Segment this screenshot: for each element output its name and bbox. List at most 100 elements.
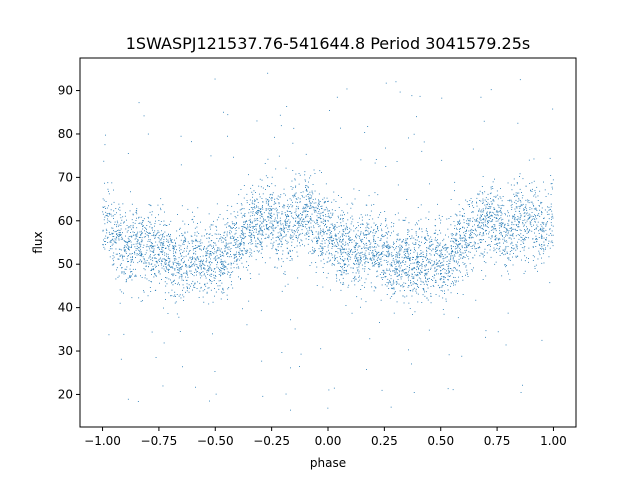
data-point — [388, 255, 390, 257]
data-point — [131, 244, 133, 246]
data-point — [118, 229, 120, 231]
data-point — [292, 235, 294, 237]
data-point — [445, 300, 447, 302]
data-point — [487, 216, 489, 218]
data-point — [543, 222, 545, 224]
data-point — [511, 242, 513, 244]
data-point — [148, 246, 150, 248]
data-point — [175, 296, 176, 297]
data-point — [175, 251, 176, 253]
data-point — [217, 248, 219, 250]
data-point — [462, 226, 463, 228]
data-point — [284, 223, 286, 225]
data-point — [306, 185, 308, 187]
data-point — [270, 215, 272, 216]
data-point — [326, 277, 328, 279]
data-point — [393, 247, 394, 249]
data-point — [220, 272, 222, 274]
data-point — [227, 135, 228, 137]
data-point — [342, 243, 343, 245]
data-point — [125, 281, 127, 283]
data-point — [393, 243, 394, 245]
data-point — [315, 211, 317, 213]
data-point — [140, 222, 142, 224]
data-point — [121, 254, 123, 256]
data-point — [474, 243, 476, 245]
data-point — [408, 247, 410, 249]
data-point — [276, 212, 278, 214]
data-point — [388, 246, 390, 248]
data-point — [355, 272, 357, 274]
data-point — [443, 268, 445, 269]
data-point — [210, 282, 212, 284]
data-point — [227, 252, 229, 254]
data-point — [482, 279, 484, 280]
data-point — [280, 246, 282, 248]
data-point — [477, 224, 479, 226]
data-point — [161, 259, 163, 261]
data-point — [216, 219, 218, 221]
data-point — [230, 262, 232, 264]
data-point — [345, 233, 346, 235]
data-point — [254, 218, 256, 220]
data-point — [457, 280, 459, 282]
data-point — [478, 210, 480, 212]
data-point — [344, 263, 346, 265]
data-point — [465, 251, 466, 253]
data-point — [423, 281, 424, 283]
data-point — [200, 245, 202, 247]
data-point — [316, 238, 318, 239]
data-point — [429, 241, 431, 243]
data-point — [180, 239, 182, 241]
data-point — [397, 184, 399, 186]
data-point — [491, 202, 493, 204]
data-point — [346, 88, 348, 90]
data-point — [392, 281, 394, 283]
data-point — [328, 249, 329, 251]
data-point — [345, 252, 347, 254]
data-point — [149, 245, 151, 246]
data-point — [230, 248, 232, 249]
data-point — [405, 261, 407, 263]
data-point — [234, 256, 235, 258]
data-point — [169, 250, 171, 251]
data-point — [489, 211, 491, 213]
data-point — [346, 225, 347, 227]
data-point — [150, 232, 151, 234]
data-point — [311, 195, 313, 197]
data-point — [418, 261, 419, 263]
data-point — [421, 302, 423, 303]
data-point — [318, 248, 320, 250]
data-point — [435, 246, 437, 248]
data-point — [353, 262, 354, 264]
data-point — [219, 234, 221, 235]
data-point — [172, 273, 174, 275]
data-point — [472, 217, 474, 219]
data-point — [172, 267, 174, 269]
data-point — [290, 238, 292, 240]
data-point — [454, 277, 456, 278]
data-point — [355, 242, 357, 244]
data-point — [158, 231, 160, 233]
data-point — [295, 185, 297, 187]
data-point — [273, 225, 274, 226]
data-point — [123, 255, 125, 257]
data-point — [219, 249, 221, 251]
data-point — [225, 261, 227, 263]
data-point — [443, 264, 445, 266]
data-point — [474, 220, 476, 222]
data-point — [322, 246, 324, 248]
data-point — [508, 273, 509, 275]
data-point — [415, 290, 417, 292]
data-point — [224, 248, 226, 250]
data-point — [519, 173, 521, 175]
data-point — [222, 268, 224, 269]
data-point — [157, 254, 159, 255]
data-point — [435, 237, 436, 239]
data-point — [407, 286, 409, 288]
data-point — [330, 236, 332, 238]
data-point — [426, 255, 428, 257]
data-point — [372, 265, 374, 267]
data-point — [114, 221, 116, 223]
data-point — [174, 259, 176, 261]
